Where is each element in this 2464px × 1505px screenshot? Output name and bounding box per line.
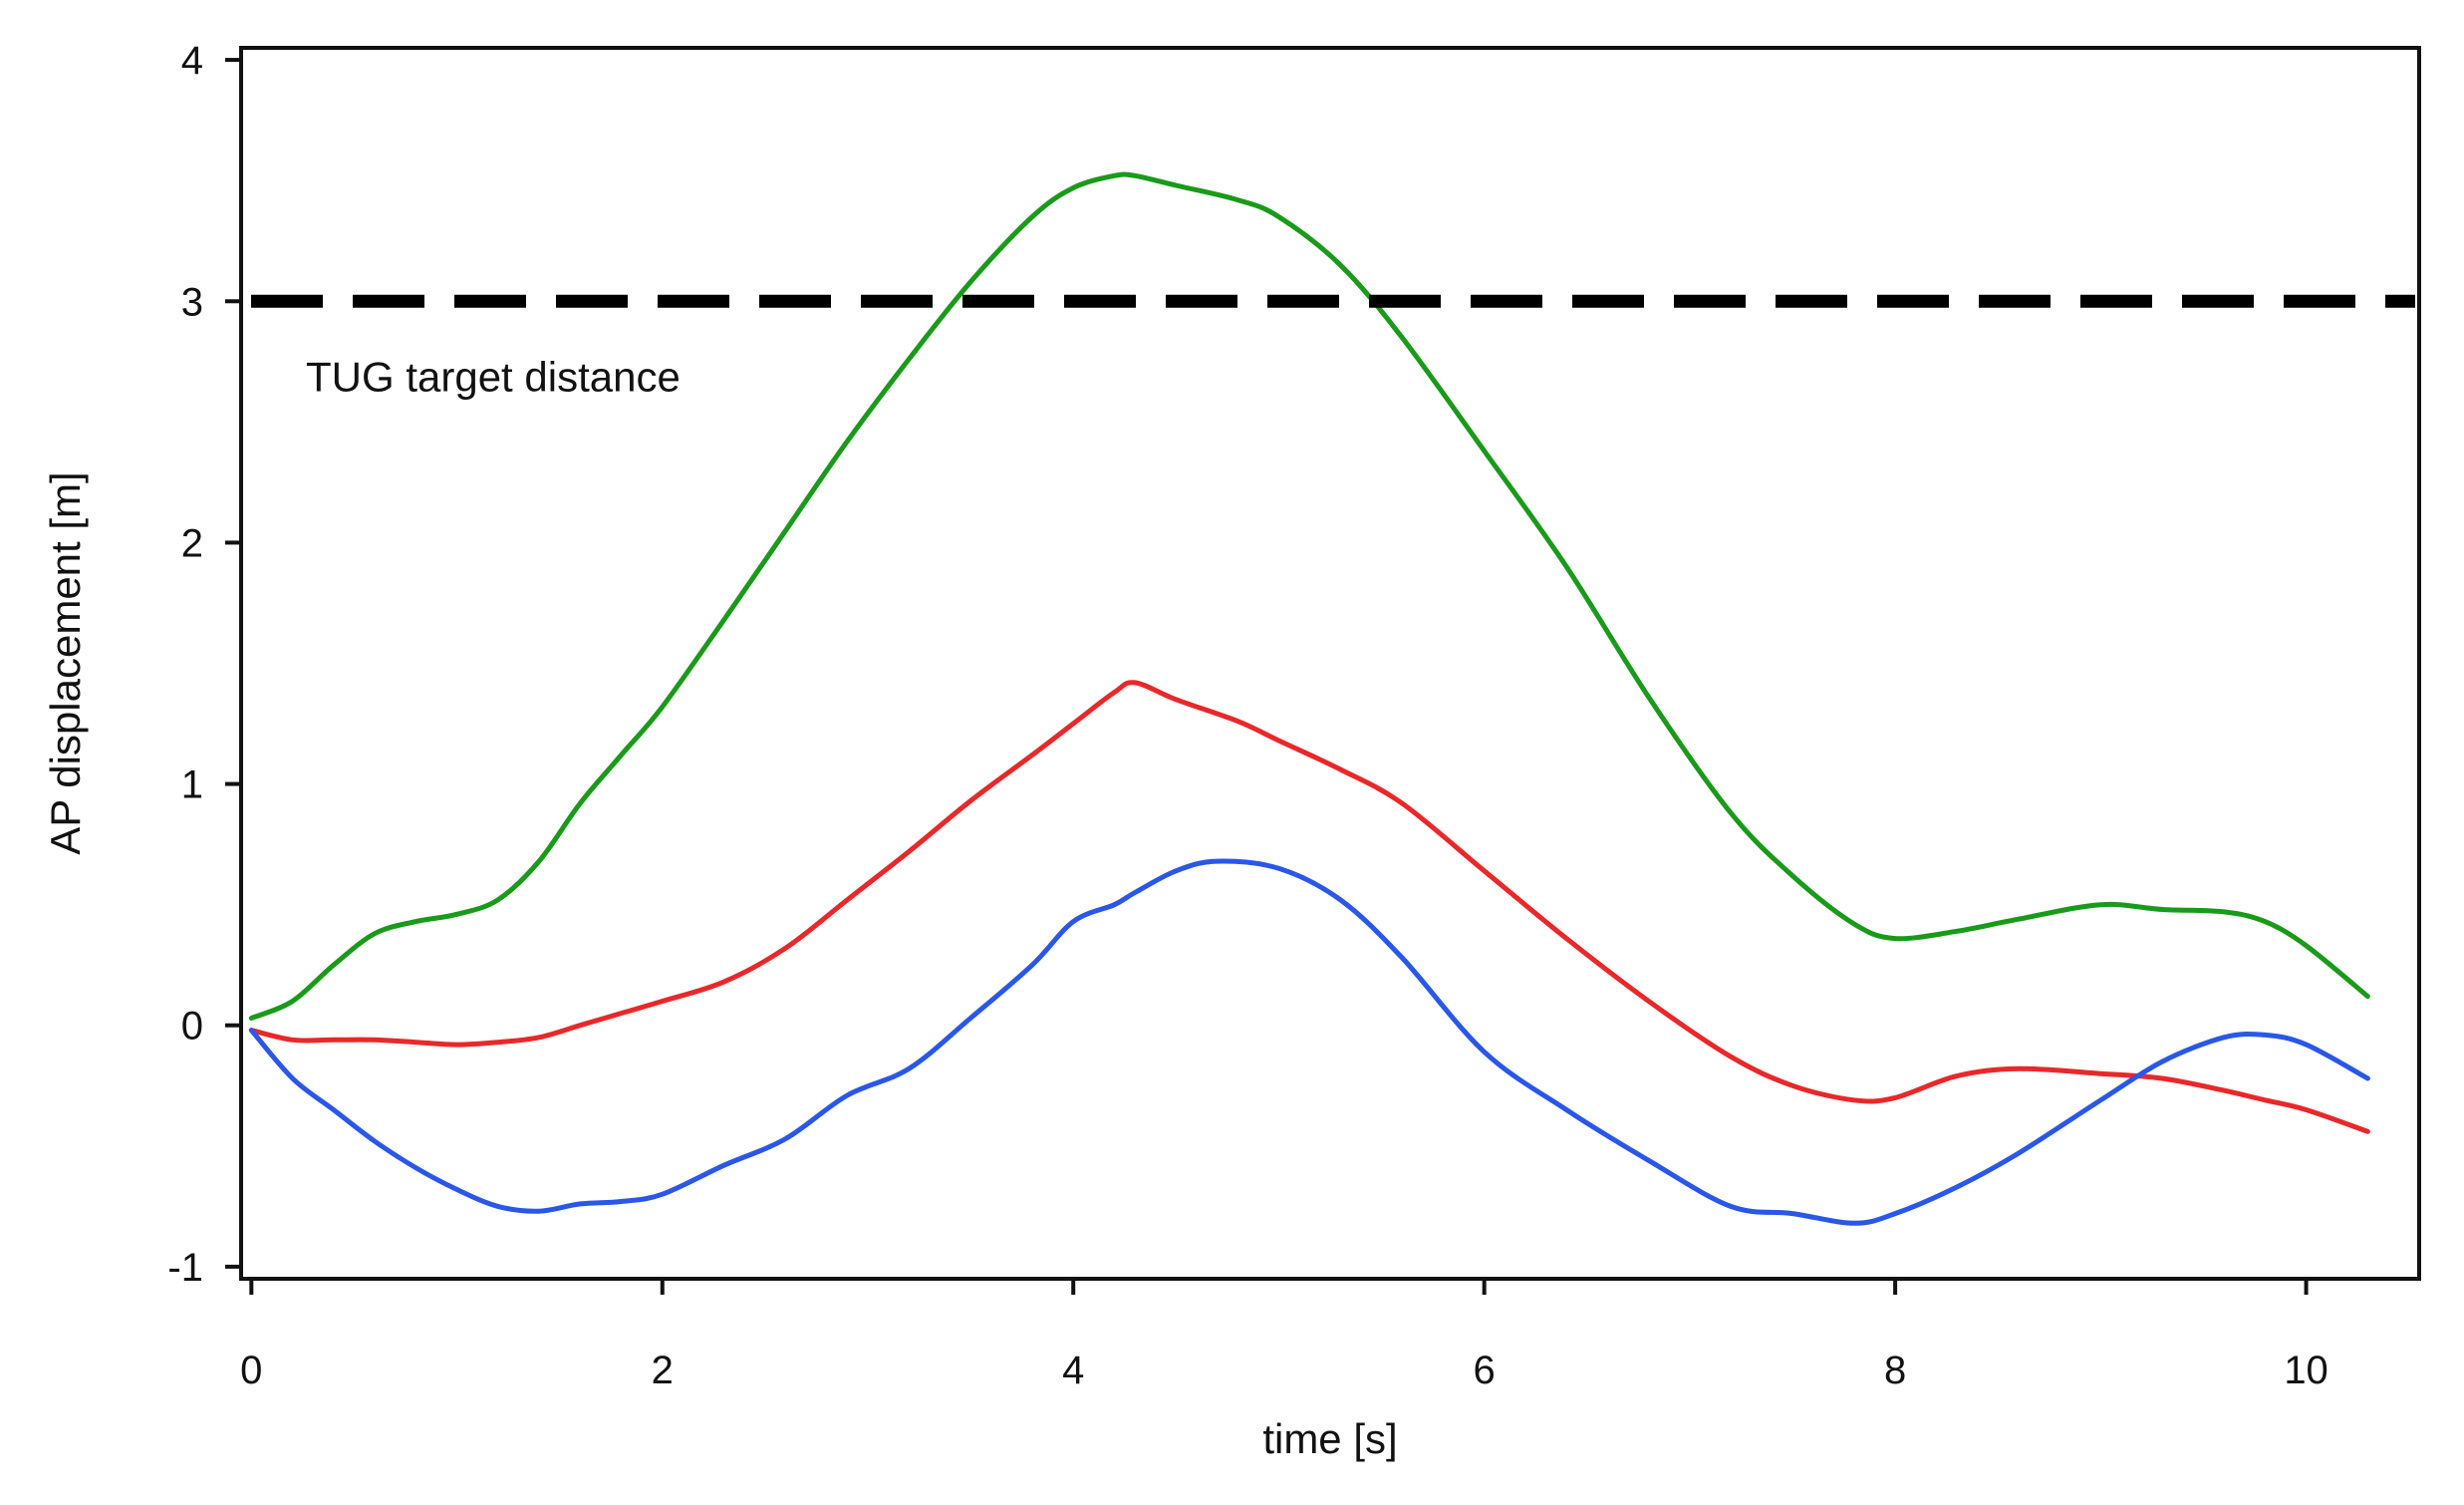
x-axis-title: time [s] bbox=[1262, 1415, 1397, 1462]
x-tick-label: 8 bbox=[1884, 1349, 1906, 1392]
plot-frame bbox=[239, 46, 2421, 1281]
y-tick-label: 1 bbox=[181, 763, 203, 807]
x-tick-label: 4 bbox=[1062, 1349, 1084, 1392]
y-axis-title: AP displacement [m] bbox=[42, 471, 89, 854]
series-layer bbox=[248, 171, 2370, 1226]
y-tick-label: 2 bbox=[181, 521, 203, 565]
series-line-green bbox=[248, 171, 2370, 1021]
x-tick-label: 0 bbox=[240, 1349, 262, 1392]
ticks-layer: -1 0 1 2 3 4 0 2 4 6 8 10 bbox=[167, 39, 2327, 1392]
y-tick-label: 0 bbox=[181, 1005, 203, 1049]
x-tick-label: 10 bbox=[2284, 1349, 2328, 1392]
y-tick-label: 4 bbox=[181, 39, 203, 83]
y-tick-label: 3 bbox=[181, 280, 203, 324]
series-line-red bbox=[248, 680, 2370, 1134]
reference-line-label: TUG target distance bbox=[306, 353, 681, 400]
series-line-blue bbox=[248, 858, 2370, 1226]
y-tick-label: -1 bbox=[167, 1246, 203, 1290]
x-tick-label: 2 bbox=[652, 1349, 674, 1392]
x-tick-label: 6 bbox=[1474, 1349, 1496, 1392]
